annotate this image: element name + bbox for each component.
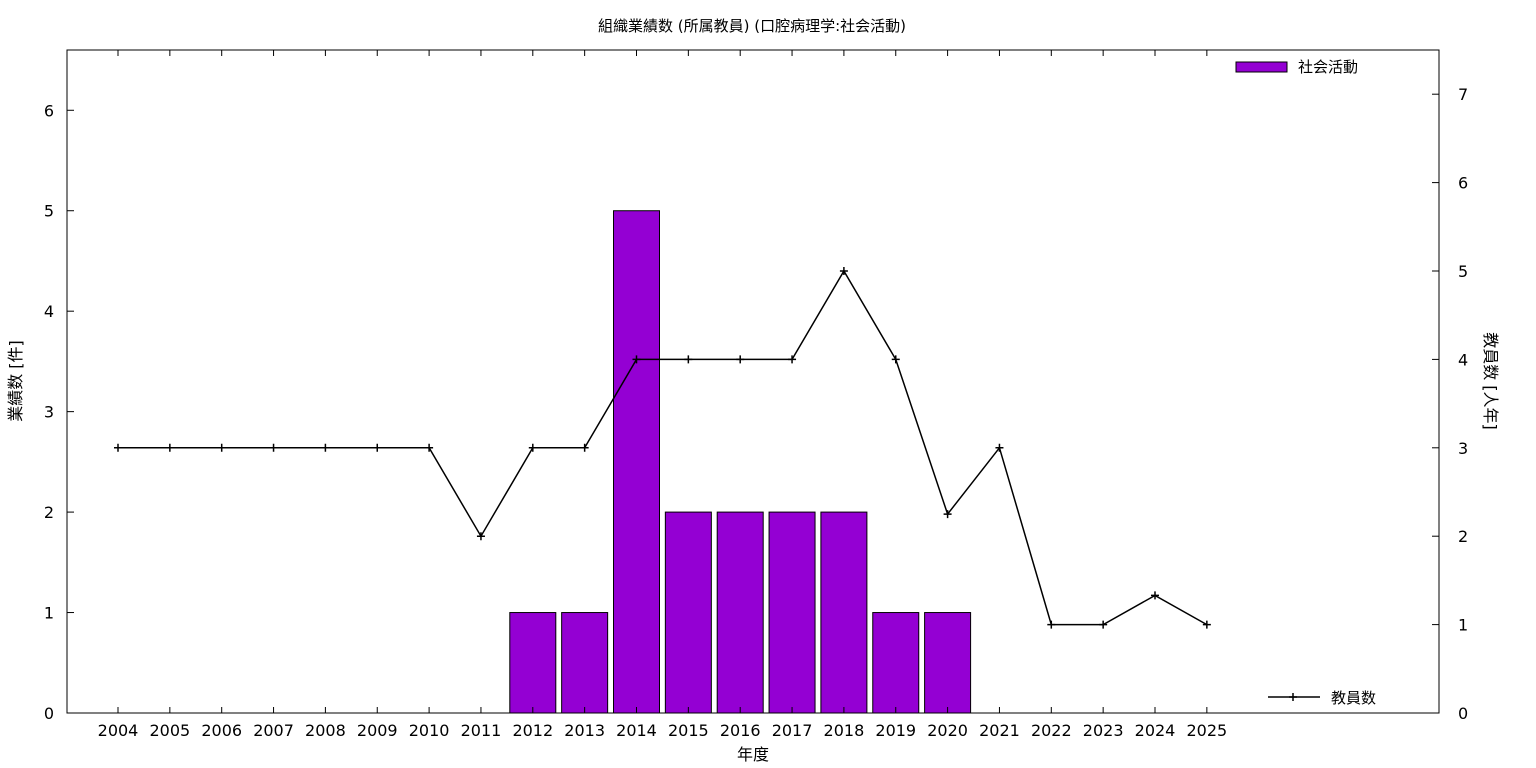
x-tick-label-2012: 2012 bbox=[512, 721, 553, 740]
y-tick-label-3: 3 bbox=[44, 403, 54, 422]
x-tick-label-2008: 2008 bbox=[305, 721, 346, 740]
legend-bar-swatch bbox=[1235, 61, 1288, 73]
bar-2019 bbox=[872, 612, 920, 714]
point-2012 bbox=[528, 443, 537, 452]
point-2007 bbox=[269, 443, 278, 452]
y2-tick-label-7: 7 bbox=[1458, 85, 1468, 104]
y-tick-label-6: 6 bbox=[44, 101, 54, 120]
point-2009 bbox=[373, 443, 382, 452]
bar-2020 bbox=[924, 612, 972, 714]
x-tick-label-2020: 2020 bbox=[927, 721, 968, 740]
point-2011 bbox=[476, 532, 485, 541]
x-tick-label-2024: 2024 bbox=[1135, 721, 1176, 740]
x-tick-label-2018: 2018 bbox=[824, 721, 865, 740]
point-2008 bbox=[321, 443, 330, 452]
point-2022 bbox=[1047, 620, 1056, 629]
y-tick-label-1: 1 bbox=[44, 604, 54, 623]
y-tick-label-4: 4 bbox=[44, 302, 54, 321]
plot-frame bbox=[66, 49, 1440, 714]
x-tick-label-2025: 2025 bbox=[1186, 721, 1227, 740]
bar-2016 bbox=[716, 511, 764, 714]
bars-group bbox=[509, 210, 972, 714]
y-tick-label-5: 5 bbox=[44, 202, 54, 221]
y2-tick-label-2: 2 bbox=[1458, 527, 1468, 546]
bar-2014 bbox=[613, 210, 660, 714]
legend: 社会活動 教員数 bbox=[1235, 58, 1376, 707]
y2-tick-label-1: 1 bbox=[1458, 616, 1468, 635]
y-axis-label: 業績数 [件] bbox=[6, 340, 25, 422]
y2-tick-label-4: 4 bbox=[1458, 350, 1468, 369]
bar-2015 bbox=[664, 511, 712, 714]
point-2018 bbox=[839, 267, 848, 275]
x-axis-label: 年度 bbox=[737, 745, 769, 764]
point-2020 bbox=[943, 510, 952, 519]
point-2010 bbox=[425, 443, 434, 452]
x-tick-label-2021: 2021 bbox=[979, 721, 1020, 740]
bar-2013 bbox=[561, 612, 609, 714]
y-tick-label-0: 0 bbox=[44, 704, 54, 723]
y2-axis-label: 教員数 [人年] bbox=[1481, 332, 1500, 430]
y2-tick-label-3: 3 bbox=[1458, 439, 1468, 458]
x-tick-label-2011: 2011 bbox=[461, 721, 502, 740]
y-tick-label-2: 2 bbox=[44, 503, 54, 522]
legend-line-marker bbox=[1289, 693, 1297, 701]
y2-tick-label-5: 5 bbox=[1458, 262, 1468, 281]
x-tick-label-2022: 2022 bbox=[1031, 721, 1072, 740]
legend-bar-label: 社会活動 bbox=[1298, 58, 1358, 76]
point-2024 bbox=[1151, 591, 1159, 600]
x-tick-label-2005: 2005 bbox=[149, 721, 190, 740]
bar-2018 bbox=[820, 511, 868, 714]
axes-group: 2004 2005 2006 2007 2008 2009 2010 2011 2012 2013… bbox=[44, 50, 1468, 740]
point-2017 bbox=[788, 355, 797, 364]
point-2004 bbox=[114, 443, 122, 452]
x-tick-label-2016: 2016 bbox=[720, 721, 761, 740]
x-tick-label-2009: 2009 bbox=[357, 721, 398, 740]
point-2019 bbox=[891, 355, 900, 364]
point-2016 bbox=[736, 355, 745, 364]
line-teacher-count bbox=[118, 269, 1208, 626]
point-2015 bbox=[684, 355, 693, 364]
x-tick-label-2017: 2017 bbox=[772, 721, 813, 740]
x-tick-label-2015: 2015 bbox=[668, 721, 709, 740]
point-2021 bbox=[995, 443, 1004, 452]
point-2006 bbox=[217, 443, 226, 452]
y2-tick-label-6: 6 bbox=[1458, 174, 1468, 193]
x-tick-label-2004: 2004 bbox=[98, 721, 139, 740]
x-tick-label-2007: 2007 bbox=[253, 721, 294, 740]
point-2023 bbox=[1099, 620, 1108, 629]
x-tick-label-2019: 2019 bbox=[875, 721, 916, 740]
line-group bbox=[114, 267, 1211, 629]
x-tick-label-2010: 2010 bbox=[409, 721, 450, 740]
x-tick-label-2006: 2006 bbox=[201, 721, 242, 740]
bar-2017 bbox=[768, 511, 816, 714]
point-2013 bbox=[580, 443, 589, 452]
point-2014 bbox=[632, 355, 641, 364]
x-tick-label-2014: 2014 bbox=[616, 721, 657, 740]
chart-title: 組織業績数 (所属教員) (口腔病理学:社会活動) bbox=[598, 17, 906, 35]
point-2005 bbox=[165, 443, 174, 452]
point-2025 bbox=[1202, 620, 1211, 629]
y2-tick-label-0: 0 bbox=[1458, 704, 1468, 723]
bar-2012 bbox=[509, 612, 557, 714]
legend-line-label: 教員数 bbox=[1331, 689, 1376, 707]
x-tick-label-2013: 2013 bbox=[564, 721, 605, 740]
x-tick-label-2023: 2023 bbox=[1083, 721, 1124, 740]
